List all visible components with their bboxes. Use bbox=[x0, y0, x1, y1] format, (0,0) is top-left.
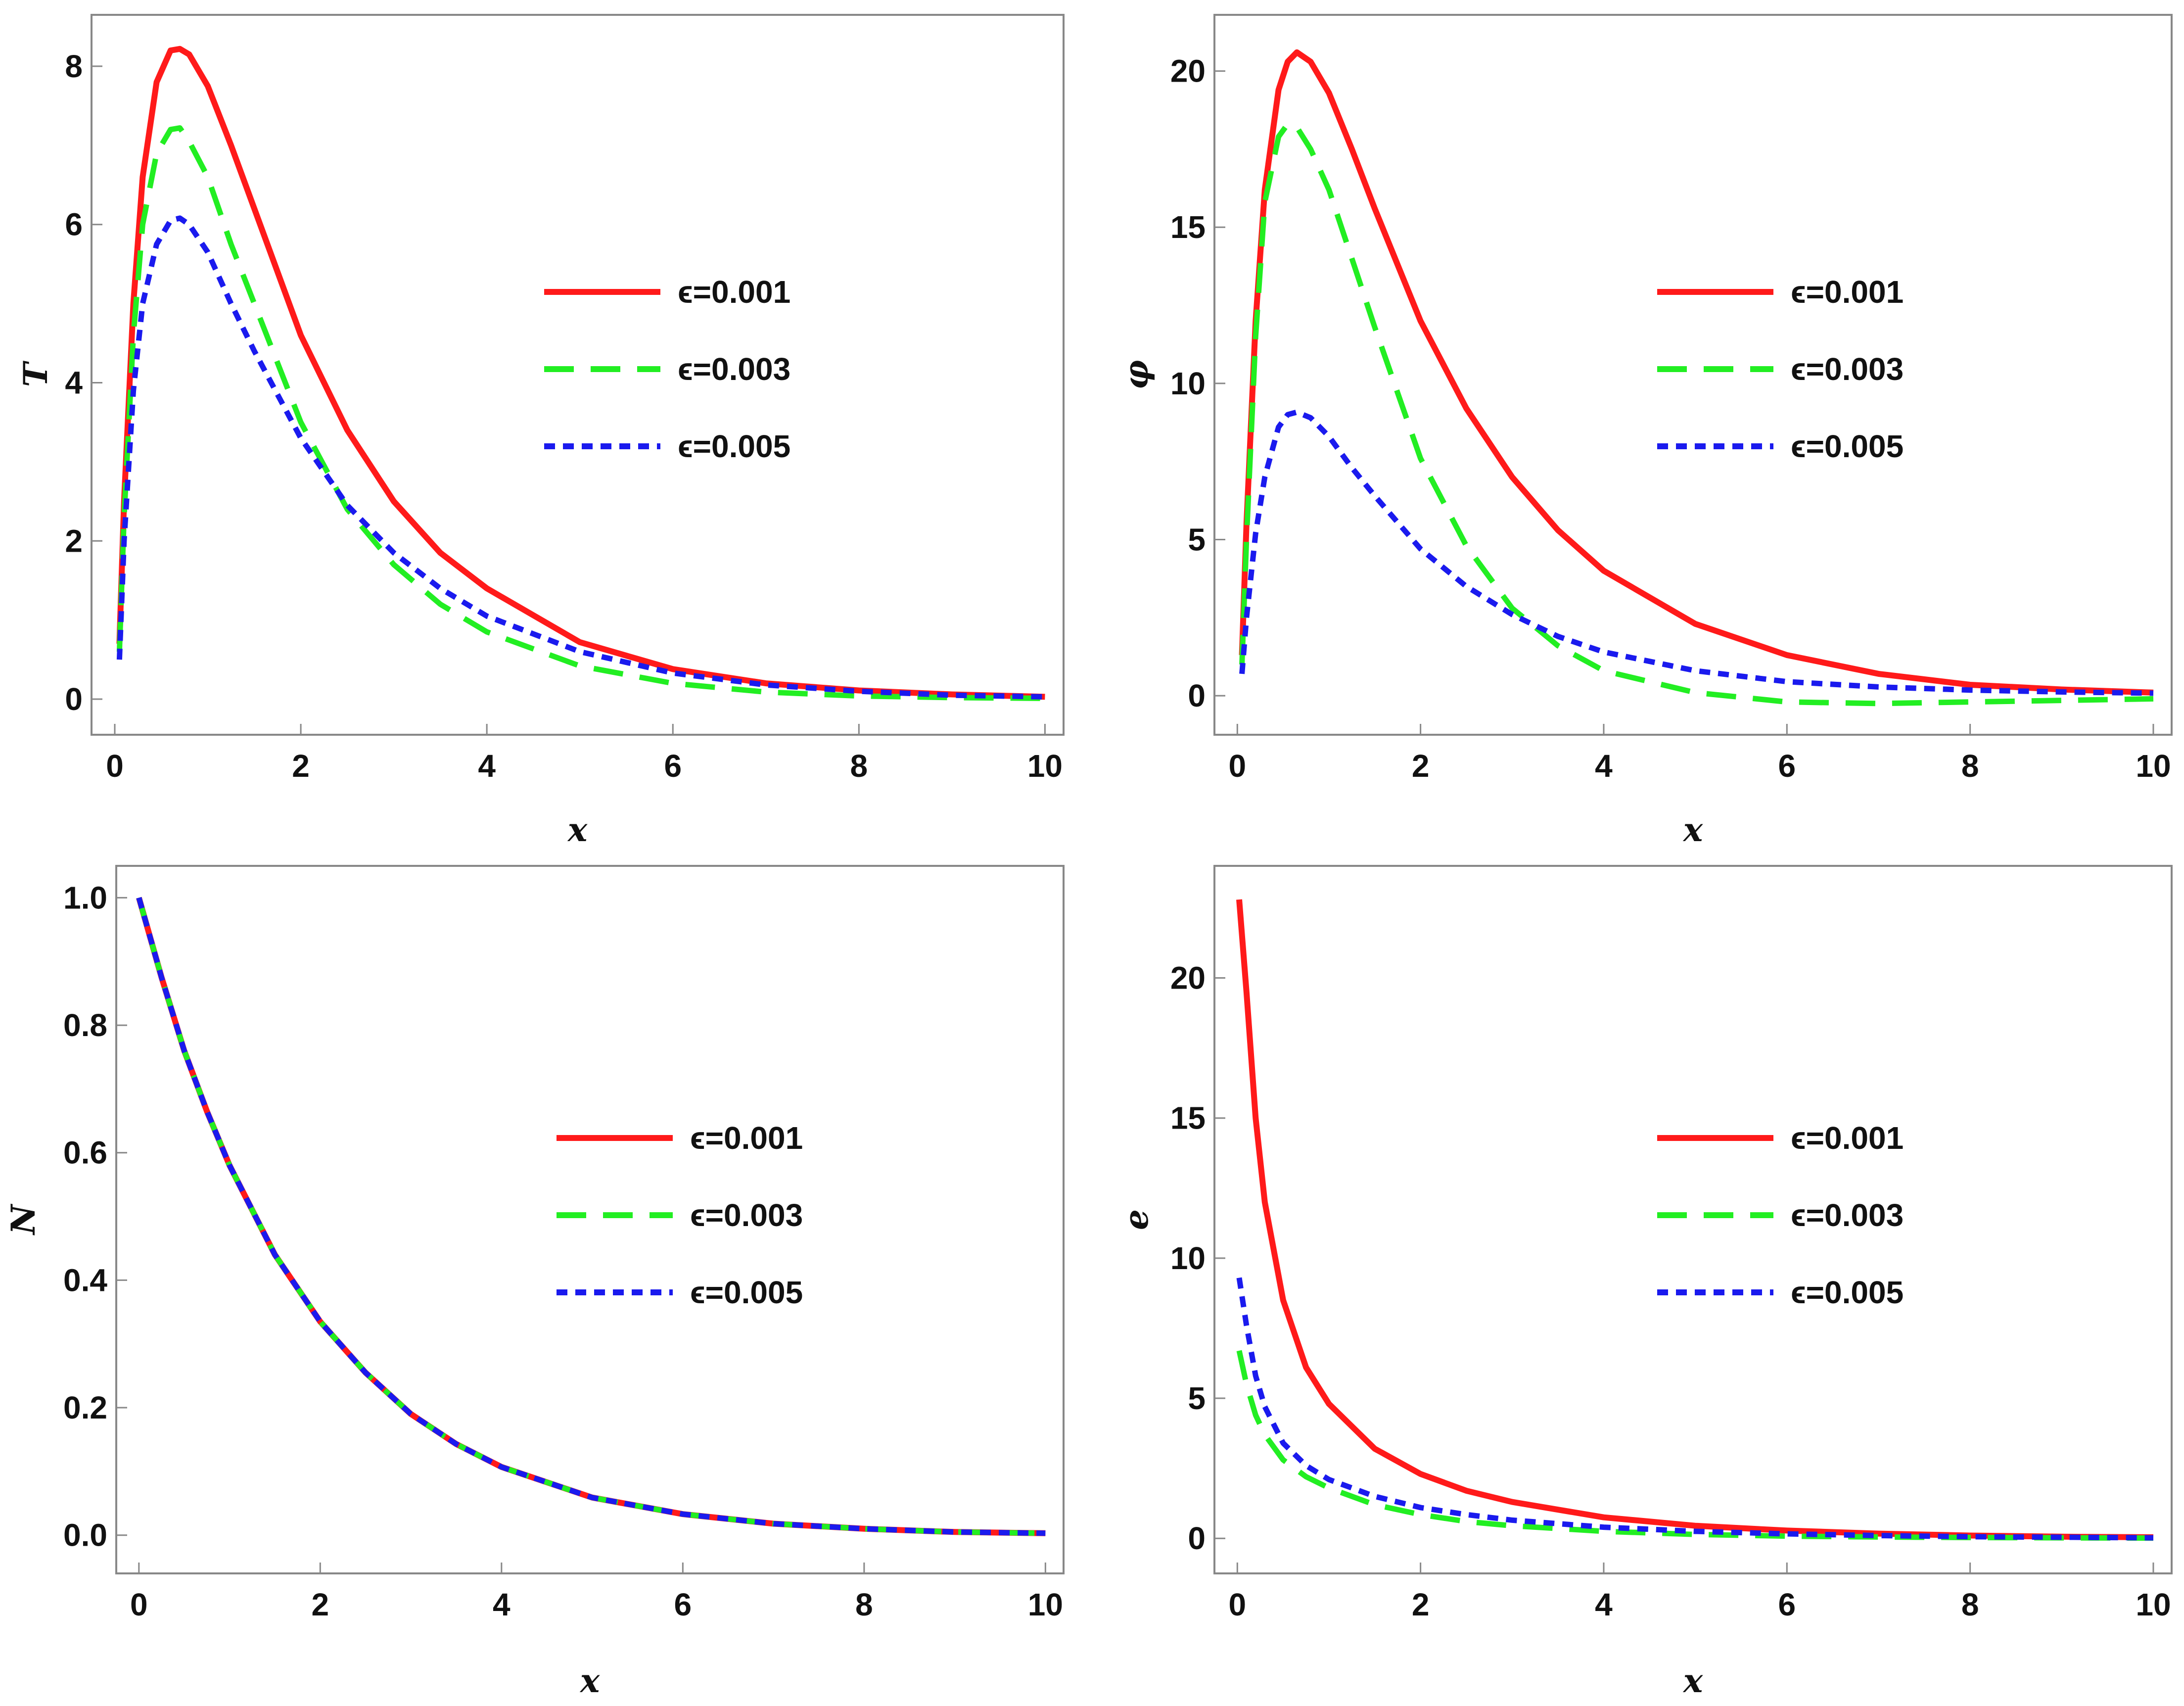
x-tick-label: 2 bbox=[1412, 1587, 1430, 1622]
x-tick-label: 6 bbox=[1778, 1587, 1796, 1622]
legend-label-2: ϵ=0.003 bbox=[1791, 351, 1904, 387]
y-tick-label: 0 bbox=[65, 681, 83, 717]
x-tick-label: 4 bbox=[1595, 1587, 1613, 1622]
y-tick-label: 0.2 bbox=[63, 1390, 107, 1425]
legend-label-1: ϵ=0.001 bbox=[690, 1120, 803, 1156]
plot-frame bbox=[1213, 865, 2173, 1574]
series-line-3 bbox=[136, 897, 1046, 1536]
y-axis-label: T bbox=[16, 360, 55, 387]
y-tick-label: 0 bbox=[1188, 1520, 1206, 1556]
y-tick-label: 15 bbox=[1170, 1100, 1206, 1136]
y-tick-label: 1.0 bbox=[63, 880, 107, 915]
panel-e: 0 2 4 6 8 10 0 5 10 15 20 ϵ=0.001 ϵ=0.003 ϵ=0.005 x e bbox=[1117, 865, 2173, 1700]
x-tick-label: 6 bbox=[674, 1587, 692, 1622]
y-tick-label: 10 bbox=[1170, 366, 1206, 401]
legend-label-3: ϵ=0.005 bbox=[1791, 1275, 1904, 1310]
x-axis-label: x bbox=[579, 1661, 600, 1700]
x-tick-label: 2 bbox=[312, 1587, 329, 1622]
panel-T: 0 2 4 6 8 10 0 2 4 6 8 ϵ=0.001 ϵ=0.003 ϵ=0.005 x T bbox=[16, 14, 1065, 849]
x-tick-label: 4 bbox=[493, 1587, 511, 1622]
x-tick-label: 4 bbox=[1595, 748, 1613, 784]
legend-label-3: ϵ=0.005 bbox=[1791, 428, 1904, 464]
x-tick-label: 6 bbox=[664, 748, 682, 784]
x-tick-label: 0 bbox=[106, 748, 124, 784]
x-axis-label: x bbox=[567, 810, 588, 849]
y-tick-label: 2 bbox=[65, 523, 83, 559]
legend-label-2: ϵ=0.003 bbox=[678, 351, 790, 387]
legend-label-2: ϵ=0.003 bbox=[1791, 1197, 1904, 1233]
x-tick-label: 10 bbox=[1028, 1587, 1063, 1622]
y-tick-label: 0.0 bbox=[63, 1517, 107, 1553]
x-tick-label: 8 bbox=[1961, 748, 1979, 784]
x-tick-label: 10 bbox=[1027, 748, 1063, 784]
x-tick-label: 8 bbox=[1961, 1587, 1979, 1622]
x-tick-label: 4 bbox=[478, 748, 496, 784]
series-line-3 bbox=[1239, 409, 2154, 696]
plot-frame bbox=[1213, 14, 2173, 736]
y-tick-label: 6 bbox=[65, 207, 83, 242]
x-tick-label: 10 bbox=[2136, 748, 2171, 784]
y-axis-label: φ bbox=[1117, 360, 1156, 390]
x-tick-label: 10 bbox=[2136, 1587, 2171, 1622]
y-tick-label: 5 bbox=[1188, 1380, 1206, 1416]
legend-label-3: ϵ=0.005 bbox=[678, 428, 790, 464]
legend-label-1: ϵ=0.001 bbox=[1791, 274, 1904, 310]
x-tick-label: 0 bbox=[130, 1587, 148, 1622]
y-tick-label: 0 bbox=[1188, 678, 1206, 713]
x-tick-label: 8 bbox=[855, 1587, 873, 1622]
series-line-1 bbox=[116, 46, 1045, 700]
series-line-2 bbox=[1239, 121, 2154, 707]
y-tick-label: 15 bbox=[1170, 209, 1206, 245]
x-axis-label: x bbox=[1682, 810, 1703, 849]
series-line-2 bbox=[116, 125, 1045, 701]
plot-frame bbox=[91, 14, 1065, 736]
y-tick-label: 20 bbox=[1170, 53, 1206, 89]
y-tick-label: 4 bbox=[65, 365, 83, 400]
y-axis-label: e bbox=[1117, 1209, 1156, 1230]
legend-label-3: ϵ=0.005 bbox=[690, 1275, 803, 1310]
y-tick-label: 8 bbox=[65, 48, 83, 84]
series-line-3 bbox=[116, 215, 1045, 700]
legend-label-2: ϵ=0.003 bbox=[690, 1197, 803, 1233]
y-axis-label: N bbox=[4, 1203, 43, 1235]
y-tick-label: 0.8 bbox=[63, 1007, 107, 1043]
y-tick-label: 5 bbox=[1188, 521, 1206, 557]
series-line-2 bbox=[136, 897, 1046, 1536]
series-line-2 bbox=[1236, 1350, 2154, 1541]
panel-phi: 0 2 4 6 8 10 0 5 10 15 20 ϵ=0.001 ϵ=0.003 ϵ=0.005 x φ bbox=[1117, 14, 2173, 849]
x-tick-label: 0 bbox=[1228, 748, 1246, 784]
series-line-1 bbox=[1239, 49, 2154, 696]
panel-N: 0 2 4 6 8 10 0.0 0.2 0.4 0.6 0.8 1.0 ϵ=0.001 ϵ=0.003 ϵ… bbox=[4, 865, 1065, 1700]
y-tick-label: 20 bbox=[1170, 960, 1206, 996]
y-tick-label: 10 bbox=[1170, 1240, 1206, 1276]
series-line-1 bbox=[1236, 899, 2154, 1540]
plot-frame bbox=[115, 865, 1065, 1574]
x-tick-label: 6 bbox=[1778, 748, 1796, 784]
x-axis-label: x bbox=[1682, 1661, 1703, 1700]
legend-label-1: ϵ=0.001 bbox=[1791, 1120, 1904, 1156]
legend-label-1: ϵ=0.001 bbox=[678, 274, 790, 310]
y-tick-label: 0.4 bbox=[63, 1262, 107, 1298]
y-tick-label: 0.6 bbox=[63, 1135, 107, 1171]
x-tick-label: 8 bbox=[850, 748, 868, 784]
x-tick-label: 0 bbox=[1228, 1587, 1246, 1622]
x-tick-label: 2 bbox=[292, 748, 310, 784]
x-tick-label: 2 bbox=[1412, 748, 1430, 784]
